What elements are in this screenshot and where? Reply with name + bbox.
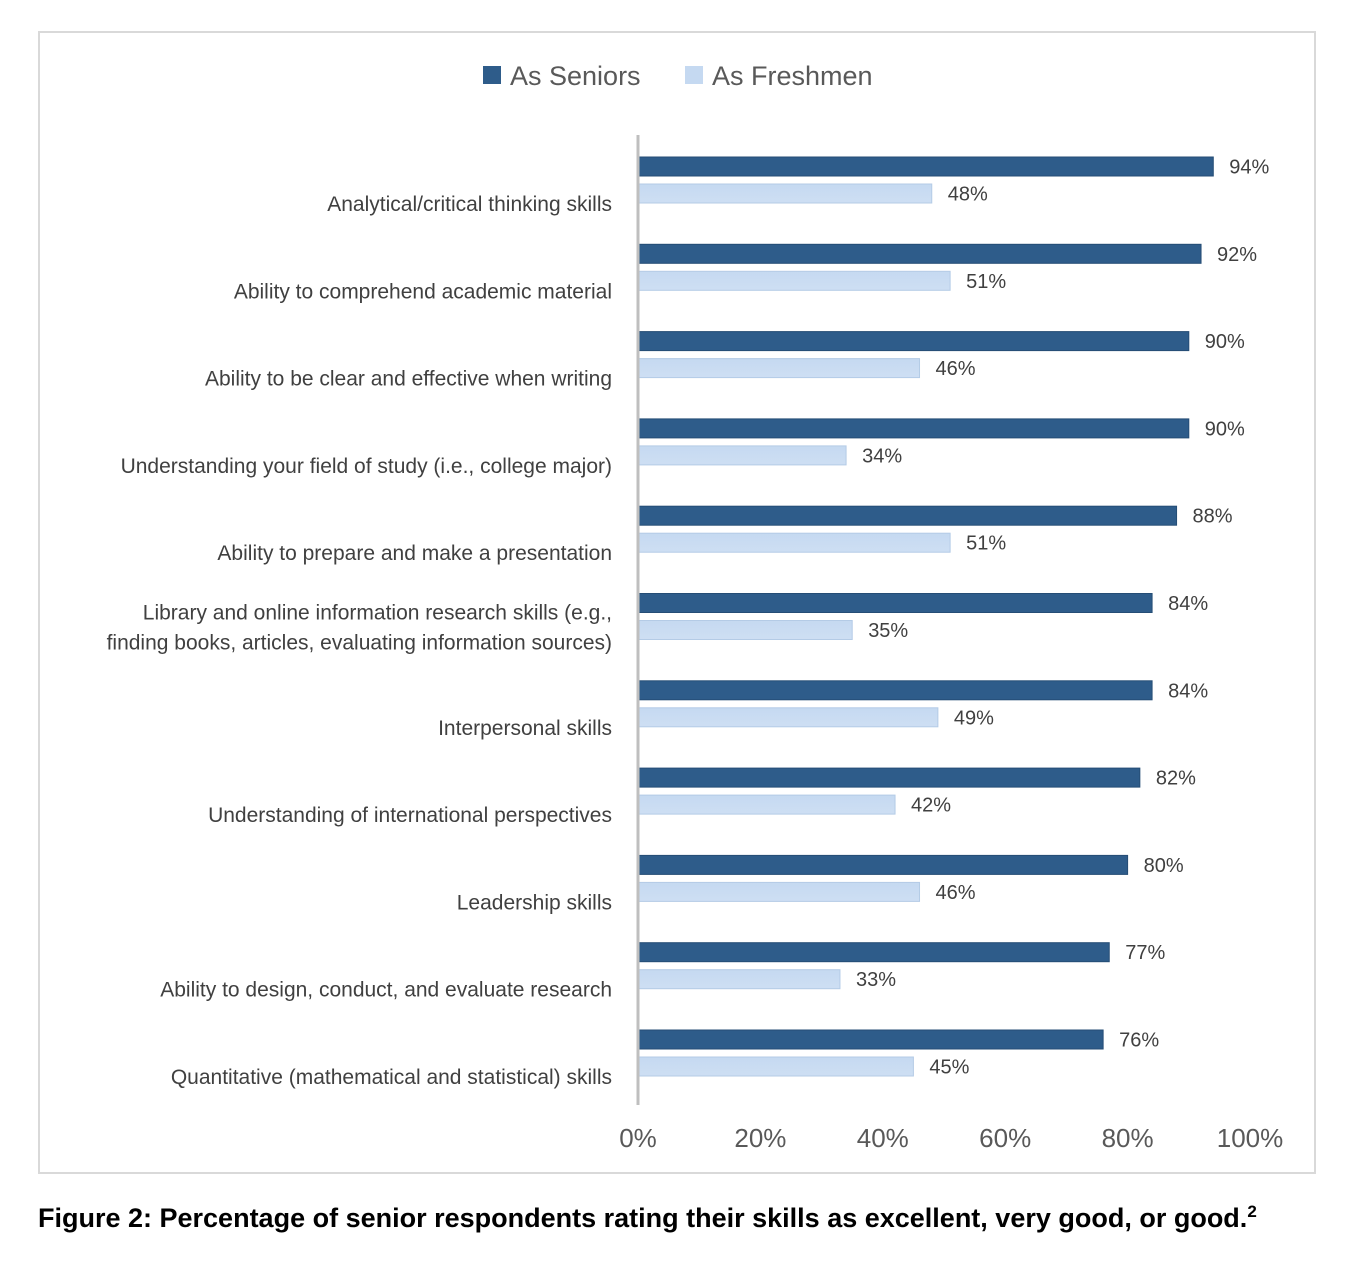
category-label: Analytical/critical thinking skills	[327, 193, 612, 216]
category-label: Leadership skills	[457, 891, 612, 914]
legend-label: As Seniors	[510, 61, 641, 91]
bar	[637, 445, 847, 466]
data-label: 46%	[936, 882, 976, 904]
category-label: Ability to prepare and make a presentati…	[217, 542, 612, 565]
data-label: 77%	[1125, 942, 1165, 964]
bar	[637, 156, 1214, 177]
category-label: Interpersonal skills	[438, 717, 612, 740]
data-label: 88%	[1193, 506, 1233, 528]
category-label: Understanding of international perspecti…	[208, 804, 612, 827]
bar	[637, 969, 841, 990]
bar	[637, 270, 951, 291]
category-label: Ability to comprehend academic material	[234, 280, 612, 303]
bar	[637, 942, 1110, 963]
bar	[637, 680, 1153, 701]
bar	[637, 532, 951, 553]
data-label: 90%	[1205, 418, 1245, 440]
data-label: 51%	[966, 271, 1006, 293]
data-label: 46%	[936, 358, 976, 380]
data-label: 51%	[966, 533, 1006, 555]
footnote-marker: 2	[1247, 1202, 1257, 1221]
category-label: finding books, articles, evaluating info…	[107, 632, 612, 655]
x-tick-label: 0%	[619, 1123, 657, 1153]
data-label: 35%	[868, 620, 908, 642]
category-label: Quantitative (mathematical and statistic…	[171, 1066, 612, 1089]
category-label: Ability to design, conduct, and evaluate…	[160, 979, 612, 1002]
category-label: Understanding your field of study (i.e.,…	[121, 455, 612, 478]
category-label: Library and online information research …	[143, 602, 612, 625]
data-label: 45%	[929, 1057, 969, 1079]
bar	[637, 767, 1141, 788]
figure-caption: Figure 2: Percentage of senior responden…	[38, 1203, 1338, 1234]
bar	[637, 593, 1153, 613]
bar	[637, 243, 1202, 264]
bar	[637, 707, 939, 728]
data-label: 48%	[948, 184, 988, 206]
bar	[637, 505, 1178, 526]
data-label: 90%	[1205, 331, 1245, 353]
bar	[637, 418, 1190, 439]
data-label: 34%	[862, 445, 902, 467]
bar-chart: As Seniors As Freshmen 94% 48% Analytical/cr…	[107, 61, 1284, 1153]
legend-label: As Freshmen	[712, 61, 873, 91]
data-label: 76%	[1119, 1030, 1159, 1052]
x-tick-label: 20%	[734, 1123, 786, 1153]
bar	[637, 1056, 914, 1077]
data-label: 94%	[1229, 157, 1269, 179]
data-label: 92%	[1217, 244, 1257, 266]
x-tick-label: 40%	[857, 1123, 909, 1153]
caption-text: Figure 2: Percentage of senior responden…	[38, 1203, 1248, 1233]
bar	[637, 331, 1190, 352]
x-tick-label: 60%	[979, 1123, 1031, 1153]
bar	[637, 358, 921, 379]
bar	[637, 183, 933, 204]
data-label: 33%	[856, 969, 896, 991]
legend-swatch	[483, 66, 501, 84]
bar	[637, 881, 921, 902]
bar	[637, 620, 853, 640]
data-label: 49%	[954, 707, 994, 729]
data-label: 82%	[1156, 768, 1196, 790]
bar	[637, 794, 896, 815]
x-tick-label: 80%	[1102, 1123, 1154, 1153]
category-label: Ability to be clear and effective when w…	[205, 368, 612, 391]
data-label: 84%	[1168, 593, 1208, 615]
bar	[637, 1029, 1104, 1050]
bar	[637, 854, 1129, 875]
x-tick-label: 100%	[1217, 1123, 1284, 1153]
data-label: 84%	[1168, 680, 1208, 702]
legend-swatch	[685, 66, 703, 84]
data-label: 42%	[911, 795, 951, 817]
data-label: 80%	[1144, 855, 1184, 877]
